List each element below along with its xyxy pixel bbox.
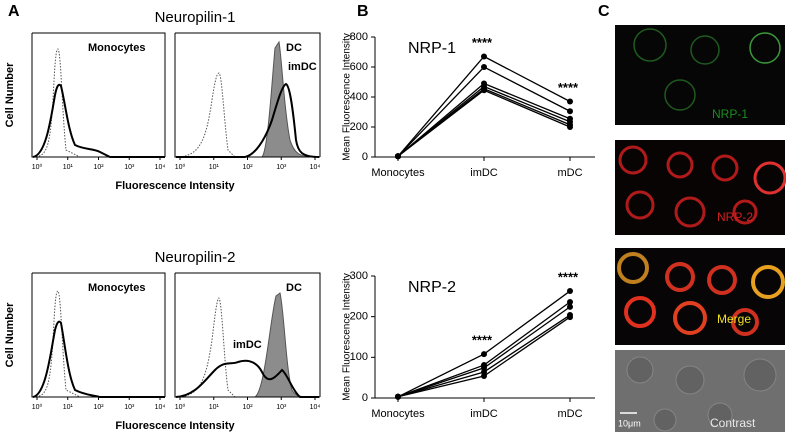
x-tick-label: mDC <box>557 408 582 420</box>
histogram-label: DC <box>286 282 302 294</box>
x-tick-label: 10⁰ <box>175 403 186 411</box>
histogram-label: imDC <box>233 339 262 351</box>
series-line <box>397 89 571 157</box>
x-tick-label: 10⁰ <box>32 163 43 171</box>
x-tick-label: Monocytes <box>371 408 425 420</box>
point <box>567 299 573 306</box>
image-label: Contrast <box>710 416 756 430</box>
histogram-title: Neuropilin-2 <box>155 249 236 266</box>
series-line <box>397 301 571 398</box>
histogram-label: DC <box>286 42 302 54</box>
x-tick-label: 10³ <box>124 404 135 411</box>
y-axis-label: Mean Fluorescence Intensity <box>342 33 353 161</box>
image-label: Merge <box>717 312 751 326</box>
y-axis-label: Cell Number <box>4 302 16 368</box>
point <box>481 87 487 94</box>
scale-bar-label: 10μm <box>618 418 641 428</box>
x-tick-label: 10⁰ <box>175 163 186 171</box>
x-tick-label: imDC <box>470 167 498 179</box>
y-tick-label: 300 <box>350 270 368 282</box>
chart-title: NRP-2 <box>408 279 456 296</box>
chart-title: NRP-1 <box>408 40 456 57</box>
x-tick-label: mDC <box>557 167 582 179</box>
series-line <box>397 55 571 157</box>
x-tick-label: 10³ <box>276 404 287 411</box>
x-tick-label: 10¹ <box>63 164 74 171</box>
histogram-title: Neuropilin-1 <box>155 9 236 26</box>
panel-letter: B <box>357 3 369 20</box>
x-axis-label: Fluorescence Intensity <box>115 420 235 432</box>
histogram-label: Monocytes <box>88 42 145 54</box>
x-tick-label: 10² <box>93 164 104 171</box>
point <box>481 53 487 60</box>
point <box>567 124 573 130</box>
panel-letter: A <box>8 3 20 20</box>
x-tick-label: 10¹ <box>209 164 220 171</box>
histogram-frame <box>31 32 166 158</box>
x-axis-label: Fluorescence Intensity <box>115 180 235 192</box>
series-line <box>397 85 571 157</box>
histogram-curves <box>32 40 320 398</box>
y-tick-label: 0 <box>362 392 368 404</box>
x-tick-label: 10² <box>242 404 253 411</box>
histogram-label: Monocytes <box>88 282 145 294</box>
point <box>481 351 487 358</box>
histogram-label: imDC <box>288 61 317 73</box>
significance: **** <box>472 35 493 50</box>
histogram-frame <box>31 272 166 398</box>
y-tick-label: 600 <box>350 61 368 73</box>
histogram-frame <box>174 32 321 158</box>
y-tick-label: 400 <box>350 91 368 103</box>
image-label: NRP-1 <box>712 107 748 121</box>
x-tick-label: 10¹ <box>209 404 220 411</box>
y-axis-label: Cell Number <box>4 62 16 128</box>
x-tick-label: 10⁴ <box>310 404 321 411</box>
y-axis-label: Mean Fluorescence Intensity <box>342 273 353 401</box>
x-tick-label: 10⁰ <box>32 403 43 411</box>
x-tick-label: 10⁴ <box>155 404 166 411</box>
point <box>481 373 487 380</box>
significance: **** <box>472 333 493 348</box>
x-tick-label: 10³ <box>276 164 287 171</box>
x-tick-label: 10³ <box>124 164 135 171</box>
y-tick-label: 800 <box>350 31 368 43</box>
point <box>395 153 401 160</box>
histogram-frame <box>174 272 321 398</box>
point <box>567 288 573 295</box>
series-line <box>397 88 571 157</box>
point <box>567 108 573 115</box>
x-tick-label: imDC <box>470 408 498 420</box>
point <box>567 303 573 310</box>
significance: **** <box>558 269 579 284</box>
x-tick-label: 10⁴ <box>155 164 166 171</box>
x-tick-label: 10² <box>242 164 253 171</box>
y-tick-label: 0 <box>362 151 368 163</box>
panel-letter: C <box>598 3 610 20</box>
series-line <box>397 82 571 157</box>
y-tick-label: 200 <box>350 121 368 133</box>
x-tick-label: 10² <box>93 404 104 411</box>
y-tick-label: 200 <box>350 311 368 323</box>
point <box>395 393 401 400</box>
x-tick-label: 10⁴ <box>310 164 321 171</box>
x-tick-label: 10¹ <box>63 404 74 411</box>
significance: **** <box>558 80 579 95</box>
x-tick-label: Monocytes <box>371 167 425 179</box>
image-label: NRP-2 <box>717 210 753 224</box>
point <box>481 64 487 70</box>
microscopy <box>615 25 786 432</box>
point <box>567 98 573 105</box>
y-tick-label: 100 <box>350 351 368 363</box>
point <box>567 314 573 321</box>
